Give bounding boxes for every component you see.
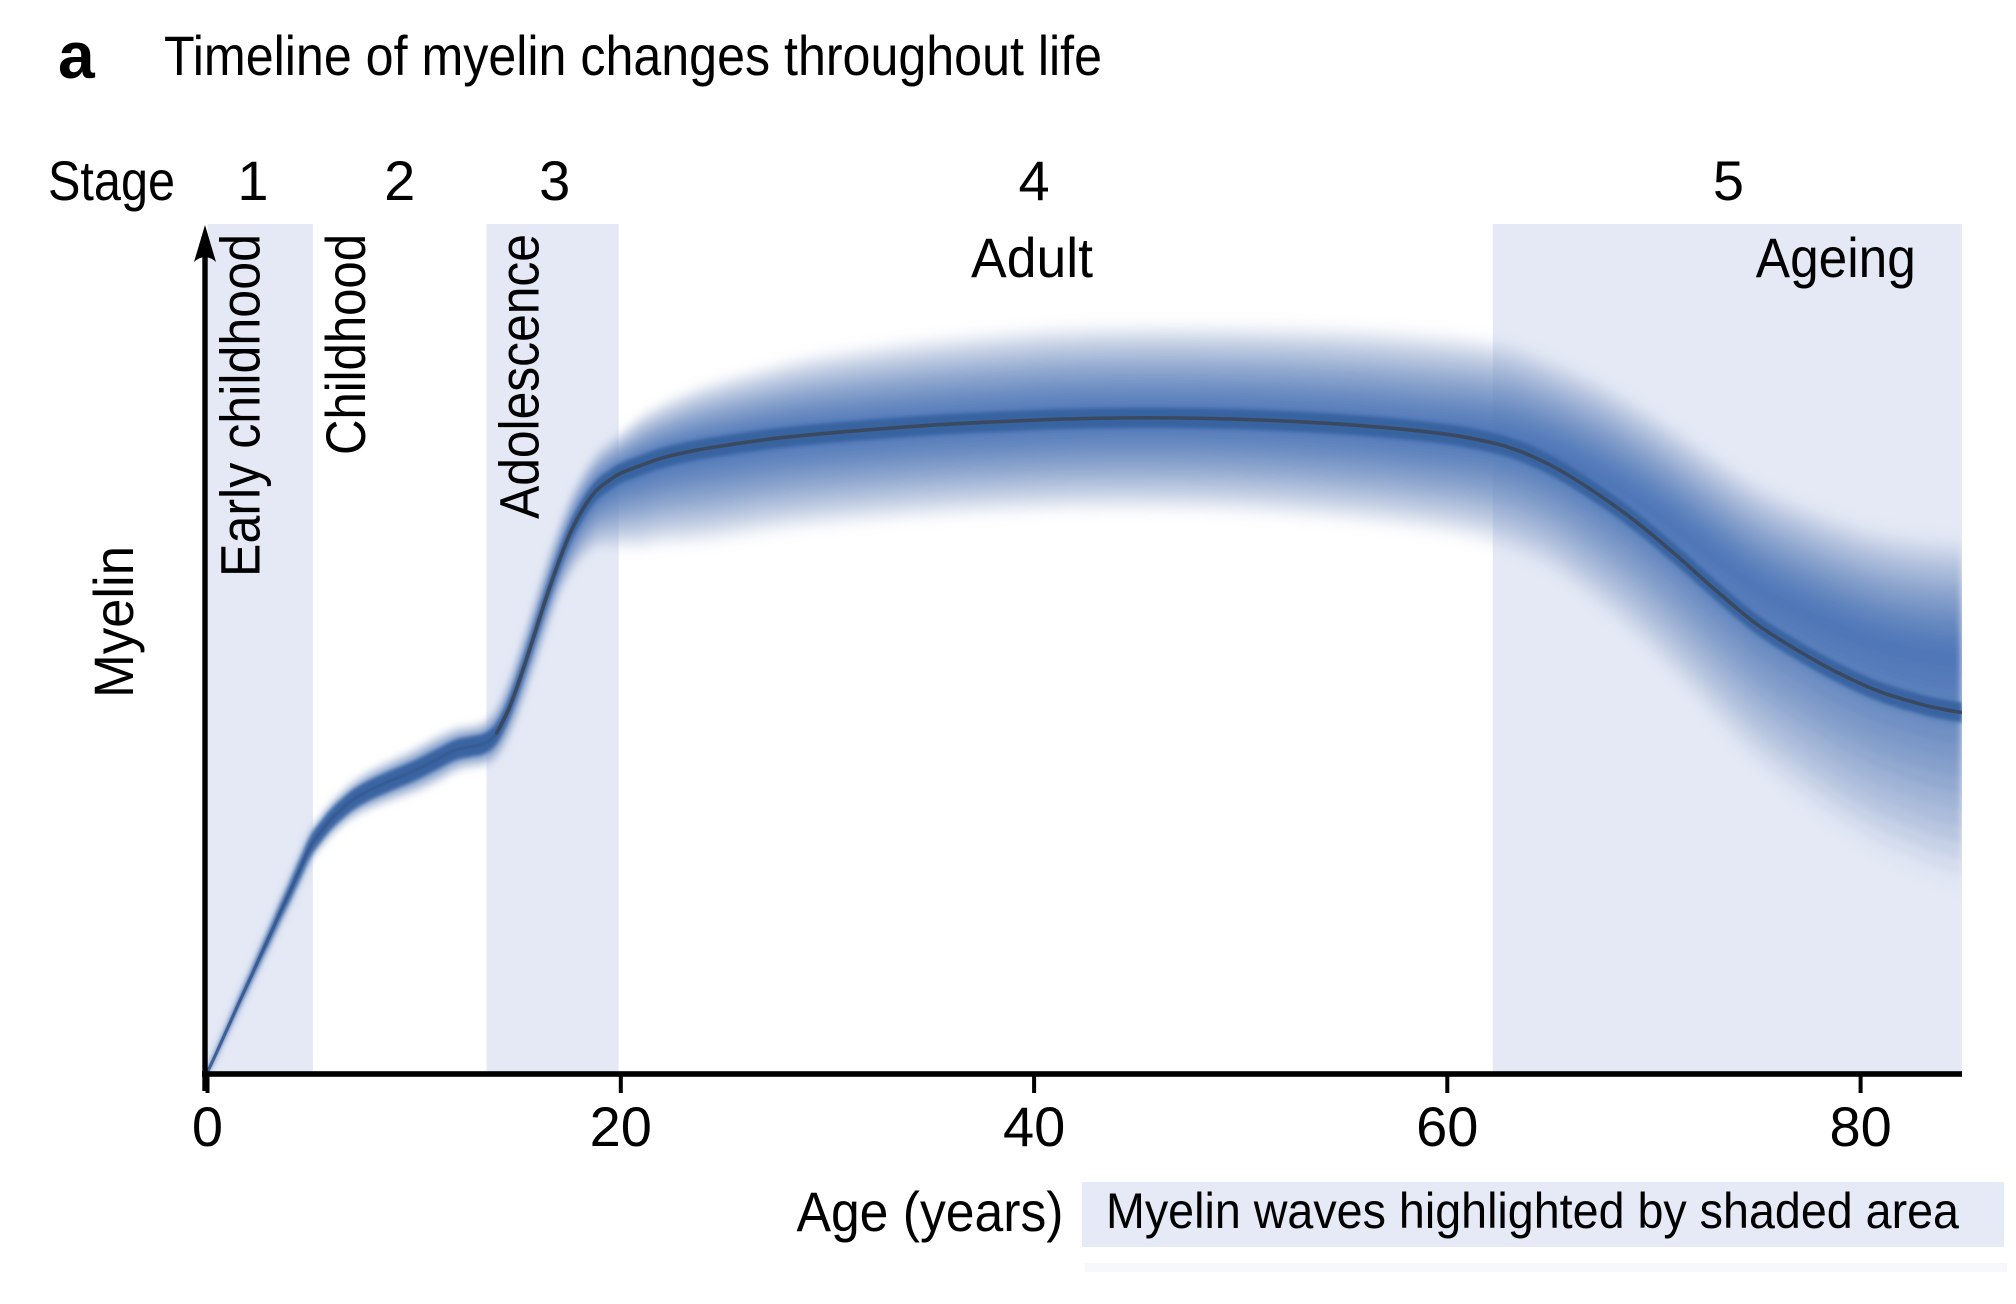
stage-number-4: 4 [1019, 149, 1050, 212]
y-axis-label: Myelin [82, 546, 145, 698]
legend: Myelin waves highlighted by shaded area [1082, 1182, 2007, 1272]
stage-band-3 [486, 224, 619, 1074]
mean-curve-line [495, 416, 1962, 735]
x-axis-line [202, 1071, 1962, 1077]
myelin-mean-curve [205, 416, 1962, 1074]
x-tick-label: 0 [192, 1095, 223, 1158]
mean-curve-line-young [205, 704, 512, 1074]
x-tick-label: 40 [1003, 1095, 1065, 1158]
stage-number-2: 2 [384, 149, 415, 212]
stage-name-adult: Adult [971, 226, 1093, 289]
x-tick-label: 60 [1416, 1095, 1478, 1158]
chart-title: Timeline of myelin changes throughout li… [164, 24, 1102, 87]
y-axis-line [202, 248, 208, 1091]
stage-name-adolescence: Adolescence [488, 234, 551, 519]
x-tick-mark [205, 1076, 210, 1093]
panel-label: a [58, 18, 96, 92]
stage-number-3: 3 [539, 149, 570, 212]
cloud-soft-layers [207, 318, 1962, 1074]
stage-band-1 [207, 224, 313, 1074]
stage-name-ageing: Ageing [1756, 226, 1916, 289]
stage-number-5: 5 [1713, 149, 1744, 212]
x-tick-mark [1445, 1076, 1450, 1093]
x-tick-mark [618, 1076, 623, 1093]
myelin-uncertainty-cloud [207, 318, 1962, 1074]
stage-name-early-childhood: Early childhood [209, 234, 272, 577]
x-tick-mark [1032, 1076, 1037, 1093]
legend-text: Myelin waves highlighted by shaded area [1106, 1183, 1959, 1239]
cloud-layer [207, 346, 1962, 1074]
x-tick-label: 20 [590, 1095, 652, 1158]
stage-name-childhood: Childhood [314, 234, 377, 455]
y-axis-arrowhead-icon [194, 225, 216, 262]
stage-row-label: Stage [48, 149, 175, 212]
x-tick-label: 80 [1829, 1095, 1891, 1158]
axes [194, 225, 1962, 1093]
x-axis-label: Age (years) [797, 1180, 1064, 1243]
x-tick-labels: 0 20 40 60 80 [192, 1095, 1892, 1158]
legend-faint-strip [1085, 1263, 2007, 1272]
stage-number-1: 1 [237, 149, 268, 212]
legend-background [1082, 1182, 2004, 1247]
x-tick-mark [1858, 1076, 1863, 1093]
